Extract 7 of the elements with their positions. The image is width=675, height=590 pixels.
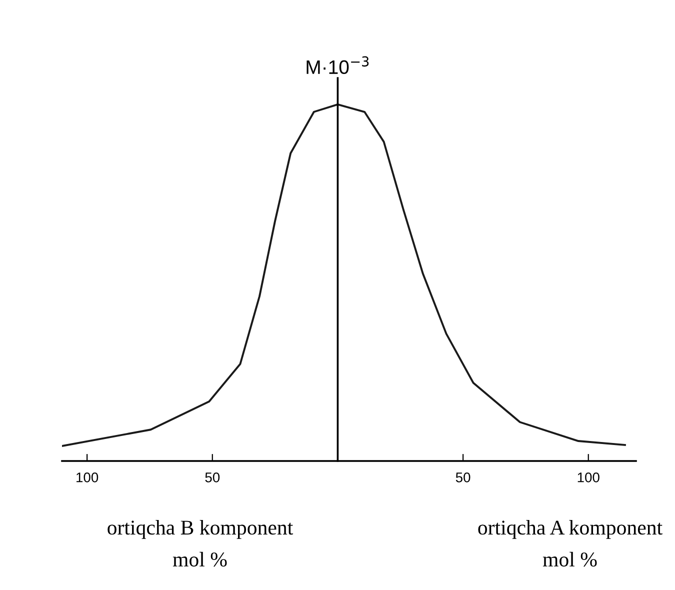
x-tick-label: 50 <box>456 472 470 482</box>
text: ortiqcha B komponent mol % <box>108 520 294 567</box>
x-tick-label: 100 <box>76 472 98 482</box>
text: ortiqcha A komponent mol % <box>478 520 662 567</box>
y-axis-title: M·10$^{−3}$ <box>306 56 369 74</box>
x-tick-label: 50 <box>205 472 220 482</box>
x-tick-label: 100 <box>578 472 600 482</box>
